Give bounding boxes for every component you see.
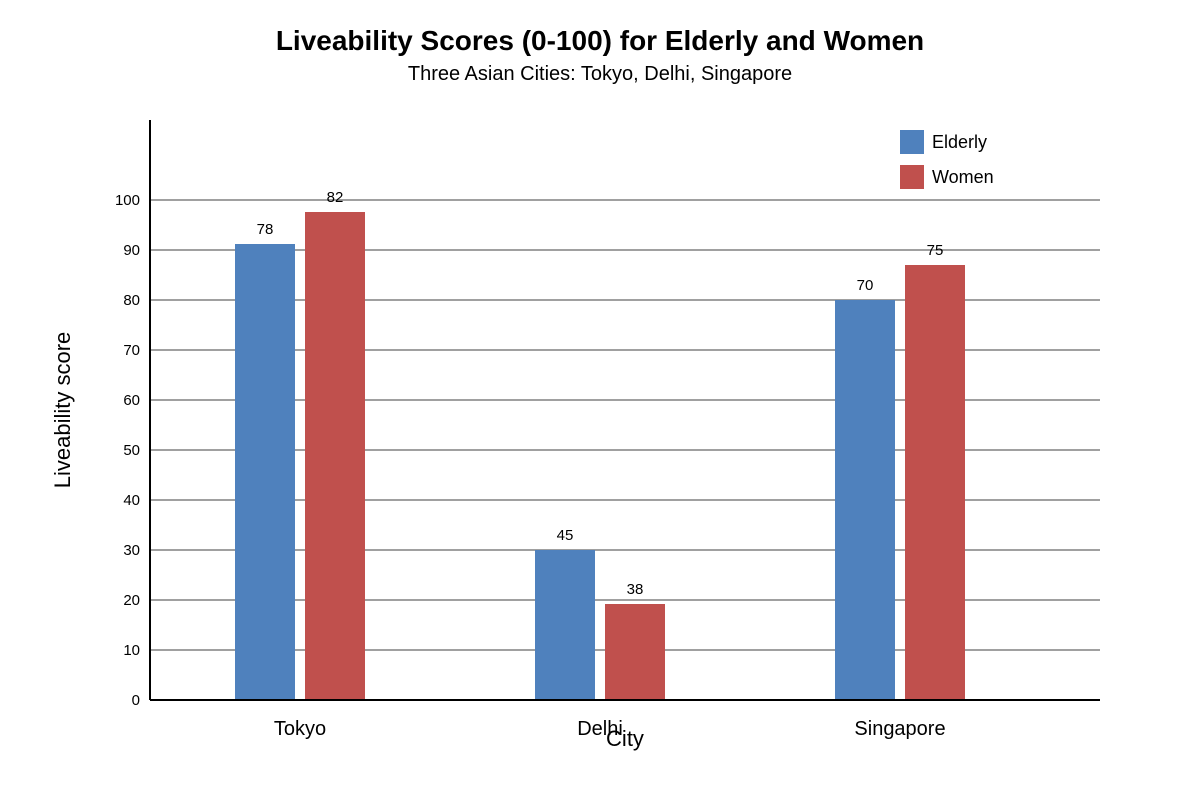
x-category-label: Delhi (577, 718, 623, 740)
data-label: 75 (927, 242, 944, 259)
data-label: 78 (257, 221, 274, 238)
bar-women-tokyo (305, 212, 365, 700)
x-category-label: Tokyo (274, 718, 326, 740)
bars (235, 212, 965, 700)
legend-label: Elderly (932, 132, 987, 152)
x-category-labels: Tokyo Delhi Singapore (274, 718, 946, 740)
chart-title: Liveability Scores (0-100) for Elderly a… (276, 25, 924, 56)
bar-elderly-delhi (535, 550, 595, 700)
chart-subtitle: Three Asian Cities: Tokyo, Delhi, Singap… (408, 63, 792, 85)
data-label: 70 (857, 277, 874, 294)
legend-label: Women (932, 167, 994, 187)
legend-swatch (900, 165, 924, 189)
data-label: 82 (327, 189, 344, 206)
y-tick-label: 50 (123, 442, 140, 459)
data-labels: 78 45 70 82 38 75 (257, 189, 944, 598)
x-category-label: Singapore (854, 718, 945, 740)
y-tick-label: 90 (123, 242, 140, 259)
legend-swatch (900, 130, 924, 154)
bar-women-singapore (905, 265, 965, 700)
y-tick-label: 100 (115, 192, 140, 209)
y-tick-label: 40 (123, 492, 140, 509)
y-tick-label: 10 (123, 642, 140, 659)
y-tick-label: 60 (123, 392, 140, 409)
y-tick-label: 30 (123, 542, 140, 559)
bar-women-delhi (605, 604, 665, 700)
bar-elderly-singapore (835, 300, 895, 700)
y-tick-labels: 0 10 20 30 40 50 60 70 80 90 100 (115, 192, 140, 709)
data-label: 45 (557, 527, 574, 544)
x-axis-title: City (606, 726, 644, 751)
bar-elderly-tokyo (235, 244, 295, 700)
y-tick-label: 20 (123, 592, 140, 609)
y-tick-label: 70 (123, 342, 140, 359)
y-tick-label: 0 (132, 692, 140, 709)
legend: Elderly Women (900, 130, 994, 189)
y-axis-title: Liveability score (50, 332, 75, 489)
data-label: 38 (627, 581, 644, 598)
y-tick-label: 80 (123, 292, 140, 309)
